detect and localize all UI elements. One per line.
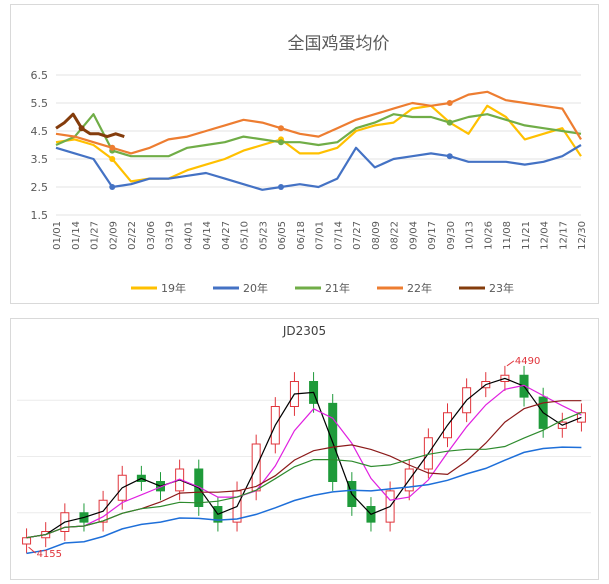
x-tick-label: 01/14 xyxy=(71,221,82,250)
x-tick-label: 01/01 xyxy=(52,221,63,250)
jd2305-kline-panel: JD2305 4490 4155 xyxy=(10,318,599,580)
x-tick-label: 06/05 xyxy=(277,221,288,250)
series-marker-1 xyxy=(278,184,284,190)
x-tick-label: 05/23 xyxy=(258,221,269,250)
legend-label-4: 23年 xyxy=(489,281,514,295)
x-tick-label: 06/18 xyxy=(296,221,307,250)
moving-average-line xyxy=(26,384,582,539)
y-tick-label: 1.5 xyxy=(31,209,49,222)
x-tick-label: 05/10 xyxy=(240,221,251,250)
x-tick-label: 12/04 xyxy=(540,221,551,250)
y-tick-label: 6.5 xyxy=(31,69,49,82)
moving-average-line xyxy=(26,446,582,555)
high-annotation-arrow xyxy=(506,360,515,367)
series-marker-3 xyxy=(109,144,116,151)
low-annotation: 4155 xyxy=(37,549,62,560)
legend-label-0: 19年 xyxy=(161,281,186,295)
moving-average-line xyxy=(26,377,582,539)
series-line-1 xyxy=(55,144,582,191)
series-marker-3 xyxy=(446,100,453,106)
chart-title: 全国鸡蛋均价 xyxy=(288,34,390,54)
kline-title: JD2305 xyxy=(282,324,326,338)
x-tick-label: 11/08 xyxy=(502,221,513,250)
y-tick-label: 5.5 xyxy=(31,97,49,110)
egg-price-chart-panel: 全国鸡蛋均价 6.5 5.5 4.5 3.5 2.5 1.5 01/01 01/14 01/27 0… xyxy=(10,4,599,304)
x-tick-label: 08/09 xyxy=(371,221,382,250)
series-line-3 xyxy=(55,90,582,155)
x-tick-label: 04/01 xyxy=(183,221,194,250)
x-tick-label: 03/19 xyxy=(165,221,176,250)
y-tick-label: 4.5 xyxy=(31,125,49,138)
series-line-4 xyxy=(55,112,125,139)
x-tick-label: 07/27 xyxy=(352,221,363,250)
x-tick-label: 03/06 xyxy=(146,221,157,250)
x-tick-label: 12/17 xyxy=(558,221,569,250)
high-annotation: 4490 xyxy=(515,356,540,367)
legend-label-1: 20年 xyxy=(243,281,268,295)
x-tick-label: 08/22 xyxy=(390,221,401,250)
y-tick-label: 3.5 xyxy=(31,153,49,166)
series-line-0 xyxy=(55,104,582,183)
x-tick-label: 07/14 xyxy=(333,221,344,250)
series-marker-1 xyxy=(109,184,116,190)
series-marker-1 xyxy=(446,153,453,160)
jd2305-candlestick-chart: JD2305 4490 4155 xyxy=(17,324,591,560)
series-marker-0 xyxy=(109,156,116,162)
low-annotation-arrow xyxy=(28,546,36,554)
legend-label-2: 21年 xyxy=(325,281,350,295)
series-marker-3 xyxy=(278,125,284,132)
x-tick-label: 11/21 xyxy=(521,221,532,250)
x-tick-label: 09/30 xyxy=(446,221,457,250)
x-tick-label: 10/26 xyxy=(483,221,494,250)
moving-average-line xyxy=(26,400,582,539)
x-tick-label: 09/04 xyxy=(408,221,419,250)
x-tick-label: 02/22 xyxy=(127,221,138,250)
series-line-2 xyxy=(55,113,582,158)
x-tick-label: 07/01 xyxy=(315,221,326,250)
x-tick-label: 04/14 xyxy=(202,221,213,250)
series-marker-4 xyxy=(78,125,85,132)
series-marker-2 xyxy=(446,119,453,126)
egg-price-line-chart: 全国鸡蛋均价 6.5 5.5 4.5 3.5 2.5 1.501/01 01/14 01/27 0… xyxy=(31,34,589,295)
legend-label-3: 22年 xyxy=(407,281,432,295)
x-tick-label: 09/17 xyxy=(427,221,438,250)
candle-body xyxy=(22,537,32,545)
moving-average-line xyxy=(26,411,582,539)
x-tick-label: 12/30 xyxy=(577,221,588,250)
series-marker-2 xyxy=(278,139,284,146)
x-tick-label: 01/27 xyxy=(90,221,101,250)
x-tick-label: 10/13 xyxy=(465,221,476,250)
x-tick-label: 02/09 xyxy=(108,221,119,250)
x-tick-label: 04/27 xyxy=(221,221,232,250)
y-tick-label: 2.5 xyxy=(31,181,49,194)
